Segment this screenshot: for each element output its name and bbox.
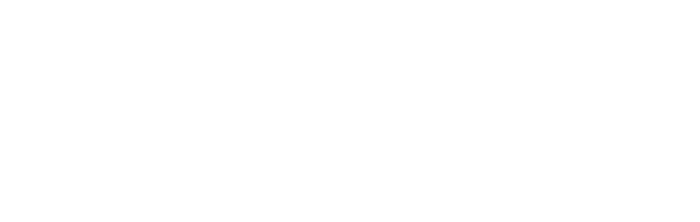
Text: 20 μm: 20 μm [494,209,527,219]
Text: 1 μm: 1 μm [27,209,54,219]
Text: Pteropod (: Pteropod ( [247,13,312,26]
Text: Bivalve
larvae: Bivalve larvae [482,16,528,45]
Text: Coccolithophore (E. huxleyi): Coccolithophore (E. huxleyi) [11,13,188,26]
Text: 1 mm: 1 mm [260,209,290,219]
Text: Pteropod (L. retroversa): Pteropod (L. retroversa) [247,13,397,26]
Text: Coccolithophore (: Coccolithophore ( [11,13,122,26]
Text: Courtesy of K. Mackenzie: Courtesy of K. Mackenzie [118,204,224,213]
